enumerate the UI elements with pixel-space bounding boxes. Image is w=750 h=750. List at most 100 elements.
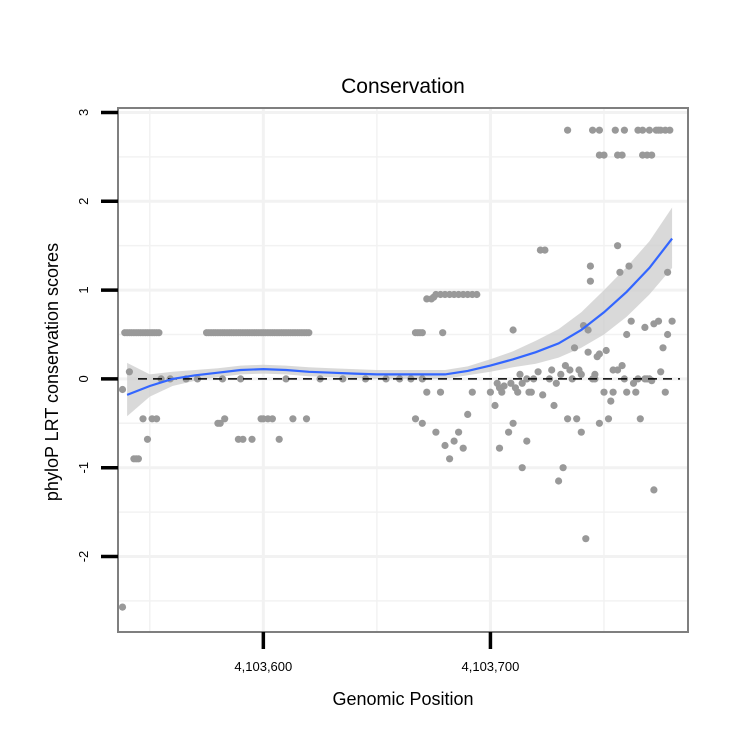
data-point [534,368,542,376]
data-point [446,455,454,463]
data-point [509,419,517,427]
data-point [486,388,494,396]
data-point [134,455,142,463]
data-point [302,415,311,423]
data-point [661,388,669,396]
data-point [595,126,604,134]
data-point [516,370,524,378]
data-point [664,330,672,339]
data-point [568,375,576,383]
data-point [523,375,531,383]
data-point [607,397,615,405]
y-tick-label: 0 [76,375,91,382]
data-point [557,370,565,378]
data-point [541,246,549,254]
data-point [564,415,572,423]
y-tick-label: 1 [76,286,91,293]
data-point [507,379,515,387]
data-point [155,329,163,337]
data-point [464,410,472,418]
smooth-fit-line [126,237,673,396]
x-axis-title: Genomic Position [332,689,473,709]
data-point [641,323,649,331]
data-point [566,366,574,374]
data-point [118,385,127,394]
data-point [418,419,426,427]
data-point [586,262,595,270]
data-point [623,330,631,339]
data-point [584,326,592,334]
data-point [666,126,674,134]
data-point [614,242,622,250]
data-point [600,388,608,396]
data-point [418,329,426,337]
data-point [654,126,663,134]
data-point [643,375,651,383]
data-point [589,126,597,134]
data-point [268,415,276,423]
data-point [509,326,517,334]
y-axis: 3 2 1 0 -1 -2 [76,109,118,562]
data-point [418,375,426,383]
data-point [411,415,420,423]
data-point [518,464,526,472]
data-point [657,368,665,376]
data-point [586,277,595,285]
data-point [659,344,667,352]
data-point [459,444,467,452]
data-point [650,320,658,328]
y-tick-label: 2 [76,198,91,205]
data-point [248,435,256,443]
data-point [237,375,245,383]
data-point [650,486,658,494]
data-point [548,366,556,374]
y-axis-title: phyloP LRT conservation scores [42,243,62,501]
data-point [629,379,638,387]
data-point [636,415,644,423]
data-point [668,317,676,325]
data-point [609,388,617,396]
data-point [439,329,447,337]
chart-title: Conservation [341,75,465,98]
data-point [289,415,297,423]
data-point [582,535,590,543]
data-point [436,388,445,396]
data-point [450,437,458,445]
data-point [539,391,547,399]
data-point [577,370,585,378]
x-axis: 4,103,600 4,103,700 [234,632,519,674]
data-point [600,151,608,159]
data-point [216,419,224,427]
panel-border [117,107,689,633]
data-point [468,388,476,396]
data-point [125,368,133,376]
data-point [618,151,626,159]
data-point [153,415,161,423]
data-point [570,344,579,352]
data-point [634,126,642,134]
data-point [441,441,449,450]
data-point [577,428,585,436]
scatter-points [118,126,676,611]
data-point [139,415,147,423]
data-point [648,151,656,159]
data-point [623,388,631,396]
x-tick-label: 4,103,600 [234,659,292,674]
y-tick-label: -1 [76,462,91,474]
data-point [221,415,229,423]
data-point [473,290,481,299]
data-point [591,370,599,378]
data-point [602,346,610,355]
data-point [573,415,581,423]
data-point [525,388,533,396]
data-point [193,375,202,383]
data-point [604,415,613,423]
data-point [491,401,499,410]
data-point [218,375,227,383]
data-point [511,384,519,392]
data-point [493,379,501,387]
y-tick-label: 3 [76,109,91,116]
data-point [455,428,463,436]
data-point [593,353,601,361]
